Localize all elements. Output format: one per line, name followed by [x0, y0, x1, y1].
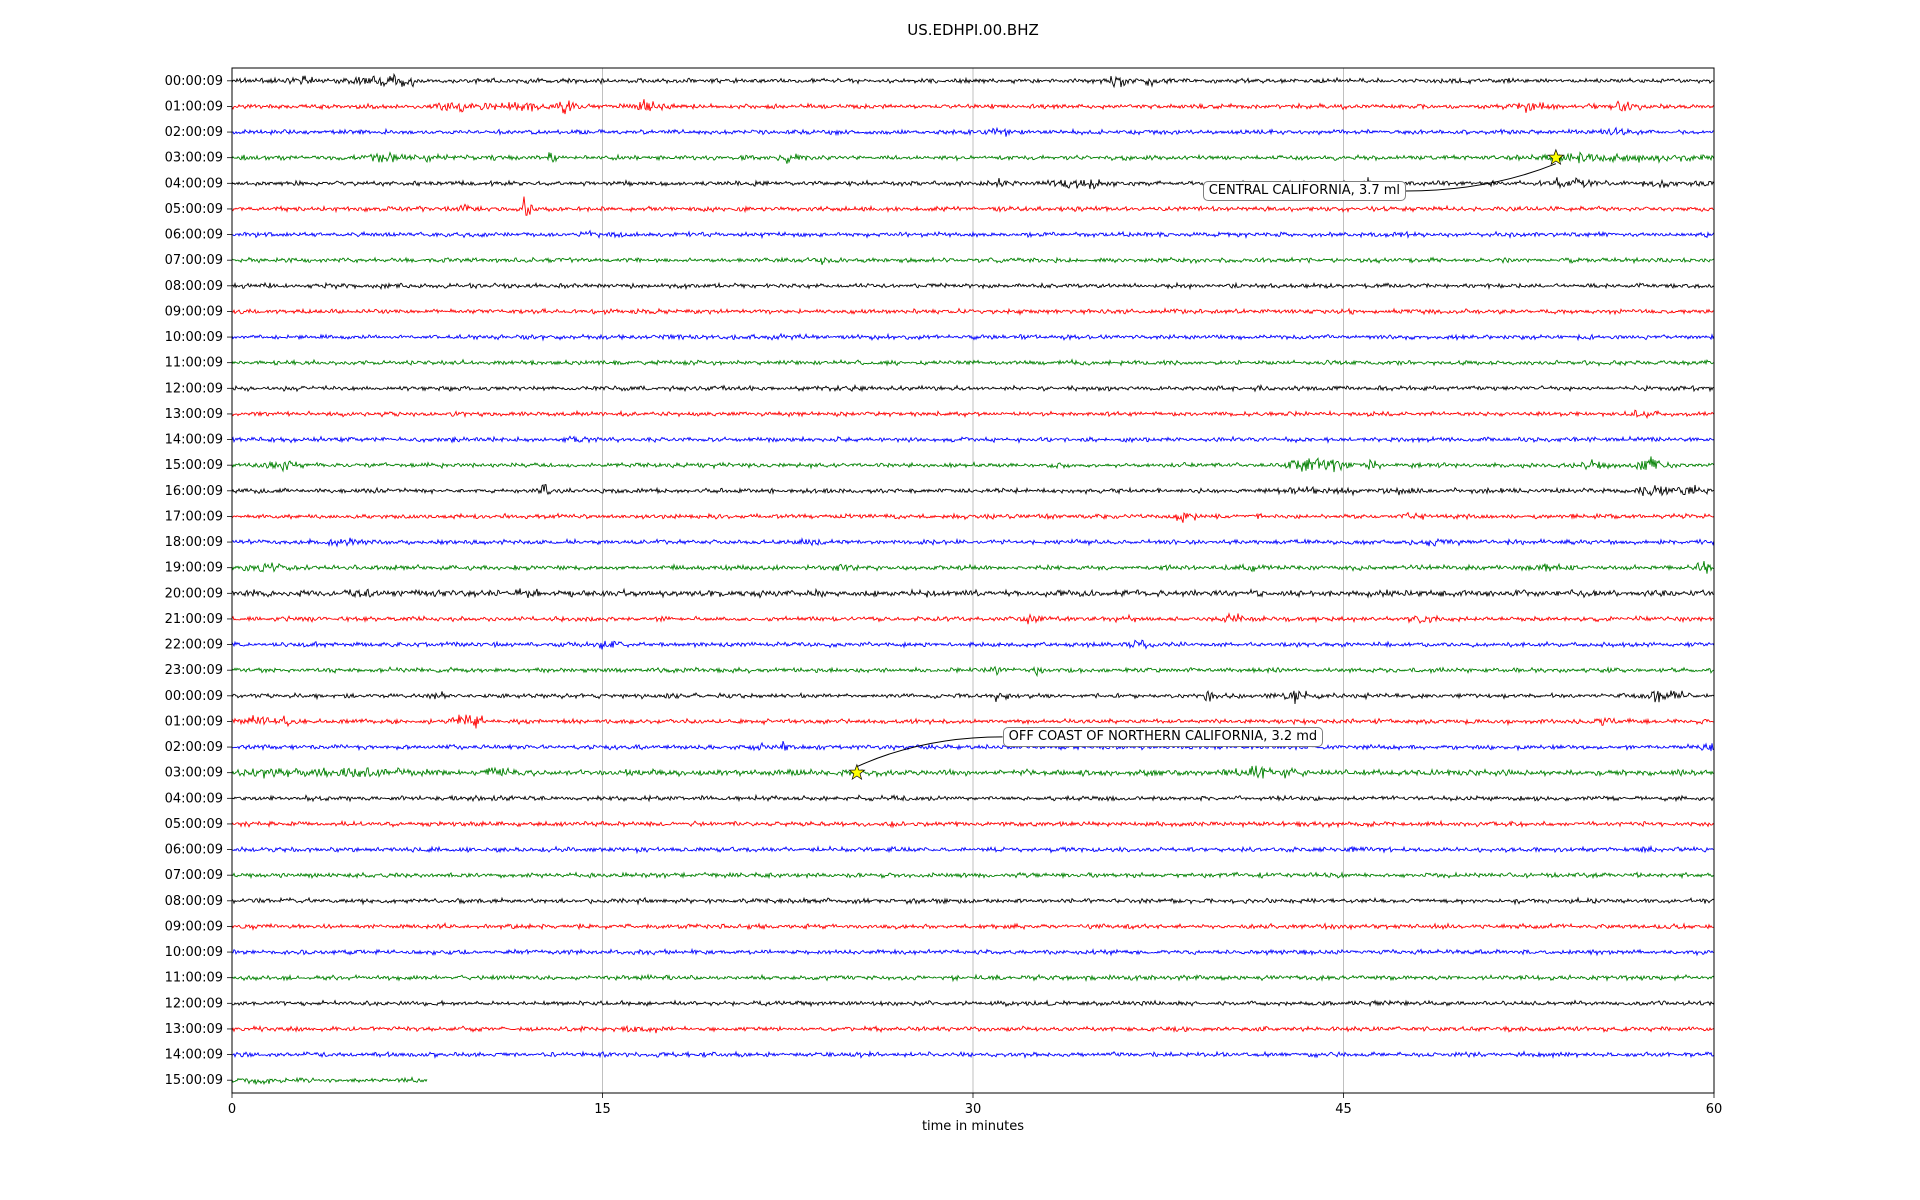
- trace-row-4: [231, 177, 1715, 190]
- trace-row-15: [231, 456, 1715, 473]
- row-label: 07:00:09: [165, 253, 223, 268]
- trace-row-38: [231, 1050, 1715, 1059]
- trace-row-11: [231, 358, 1715, 367]
- x-axis-label: time in minutes: [921, 1119, 1025, 1134]
- trace-row-25: [231, 714, 1715, 729]
- row-label: 04:00:09: [165, 176, 223, 191]
- row-label: 11:00:09: [165, 356, 223, 371]
- trace-row-8: [231, 281, 1715, 291]
- trace-row-6: [231, 229, 1715, 240]
- trace-row-16: [231, 484, 1715, 497]
- event-star-marker: [1547, 148, 1565, 166]
- row-label: 05:00:09: [165, 202, 223, 217]
- row-label: 17:00:09: [165, 509, 223, 524]
- annotation-off-coast-northern-california: OFF COAST OF NORTHERN CALIFORNIA, 3.2 md: [1002, 726, 1324, 747]
- x-tick-label: 60: [1706, 1102, 1723, 1117]
- trace-row-1: [231, 99, 1715, 115]
- row-label: 14:00:09: [165, 433, 223, 448]
- row-label: 06:00:09: [165, 843, 223, 858]
- row-label: 18:00:09: [165, 535, 223, 550]
- row-label: 03:00:09: [165, 766, 223, 781]
- row-label: 23:00:09: [165, 663, 223, 678]
- trace-row-24: [231, 690, 1715, 705]
- x-tick-label: 45: [1335, 1102, 1352, 1117]
- trace-row-37: [231, 1024, 1715, 1034]
- row-label: 09:00:09: [165, 919, 223, 934]
- x-tick-label: 15: [594, 1102, 611, 1117]
- row-label: 08:00:09: [165, 279, 223, 294]
- trace-row-18: [231, 537, 1715, 548]
- trace-row-23: [231, 665, 1715, 678]
- trace-row-13: [231, 409, 1715, 420]
- trace-row-5: [231, 196, 1715, 216]
- row-label: 08:00:09: [165, 894, 223, 909]
- row-label: 01:00:09: [165, 714, 223, 729]
- trace-row-34: [231, 947, 1715, 957]
- trace-row-22: [231, 639, 1715, 650]
- annotation-connector: [1405, 163, 1557, 192]
- row-label: 06:00:09: [165, 228, 223, 243]
- row-label: 04:00:09: [165, 791, 223, 806]
- trace-row-9: [231, 307, 1715, 316]
- row-label: 12:00:09: [165, 996, 223, 1011]
- event-star-marker: [848, 763, 866, 781]
- trace-row-14: [231, 435, 1715, 444]
- trace-row-20: [231, 587, 1715, 599]
- row-label: 10:00:09: [165, 945, 223, 960]
- trace-row-29: [231, 819, 1715, 829]
- row-label: 05:00:09: [165, 817, 223, 832]
- row-label: 02:00:09: [165, 125, 223, 140]
- row-label: 20:00:09: [165, 586, 223, 601]
- row-label: 13:00:09: [165, 407, 223, 422]
- row-label: 02:00:09: [165, 740, 223, 755]
- trace-row-39: [231, 1076, 428, 1086]
- row-label: 11:00:09: [165, 971, 223, 986]
- trace-row-32: [231, 896, 1715, 906]
- x-tick-label: 30: [965, 1102, 982, 1117]
- row-label: 07:00:09: [165, 868, 223, 883]
- trace-row-33: [231, 921, 1714, 931]
- row-label: 16:00:09: [165, 484, 223, 499]
- row-label: 10:00:09: [165, 330, 223, 345]
- trace-row-27: [231, 765, 1715, 779]
- trace-row-3: [231, 151, 1715, 164]
- x-tick-label: 0: [228, 1102, 236, 1117]
- row-label: 21:00:09: [165, 612, 223, 627]
- trace-row-30: [231, 844, 1715, 855]
- annotation-central-california: CENTRAL CALIFORNIA, 3.7 ml: [1202, 181, 1407, 201]
- row-label: 09:00:09: [165, 304, 223, 319]
- row-label: 19:00:09: [165, 561, 223, 576]
- plot-title: US.EDHPI.00.BHZ: [907, 21, 1039, 39]
- trace-row-7: [231, 256, 1715, 265]
- trace-row-28: [231, 793, 1715, 803]
- trace-row-31: [231, 871, 1715, 880]
- trace-row-2: [231, 126, 1715, 137]
- row-label: 22:00:09: [165, 638, 223, 653]
- row-label: 00:00:09: [165, 74, 223, 89]
- row-label: 03:00:09: [165, 151, 223, 166]
- row-label: 14:00:09: [165, 1048, 223, 1063]
- row-label: 15:00:09: [165, 1073, 223, 1088]
- row-label: 15:00:09: [165, 458, 223, 473]
- trace-row-0: [231, 72, 1715, 89]
- trace-row-21: [231, 612, 1715, 625]
- annotation-connector: [856, 736, 1003, 768]
- row-label: 00:00:09: [165, 689, 223, 704]
- trace-row-19: [231, 561, 1715, 574]
- row-label: 01:00:09: [165, 99, 223, 114]
- row-label: 13:00:09: [165, 1022, 223, 1037]
- row-label: 12:00:09: [165, 381, 223, 396]
- trace-row-26: [231, 740, 1715, 752]
- trace-row-12: [231, 383, 1715, 393]
- trace-row-10: [231, 332, 1715, 342]
- trace-row-36: [231, 999, 1715, 1008]
- trace-row-17: [231, 511, 1715, 523]
- trace-row-35: [231, 973, 1715, 983]
